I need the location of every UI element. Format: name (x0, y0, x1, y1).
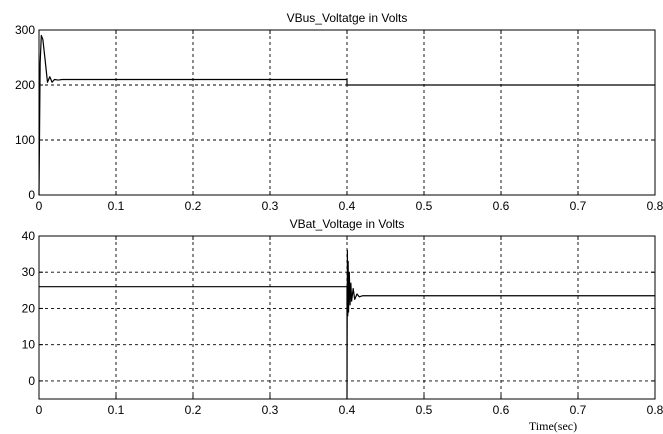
x-tick-label: 0.3 (262, 403, 279, 417)
x-tick-label: 0.4 (339, 199, 356, 213)
x-tick-label: 0.1 (108, 403, 125, 417)
y-tick-label: 100 (15, 133, 35, 147)
x-tick-label: 0.3 (262, 199, 279, 213)
chart-title: VBat_Voltage in Volts (290, 217, 405, 231)
x-tick-label: 0 (36, 199, 43, 213)
plot-area (38, 29, 656, 196)
x-tick-label: 0.2 (185, 199, 202, 213)
chart-title: VBus_Voltatge in Volts (287, 11, 408, 25)
x-tick-label: 0.8 (647, 199, 663, 213)
x-tick-label: 0.5 (416, 199, 433, 213)
y-tick-label: 40 (22, 229, 36, 243)
x-tick-label: 0.1 (108, 199, 125, 213)
x-axis-label: Time(sec) (529, 419, 577, 433)
x-tick-label: 0.8 (647, 403, 663, 417)
vbat-voltage-panel: 0 0.1 0.2 0.3 0.4 0.5 0.6 0.7 0.8 0 10 20 30 40 VBat_V… (22, 217, 663, 417)
y-tick-label: 200 (15, 78, 35, 92)
y-tick-label: 10 (22, 338, 36, 352)
y-tick-label: 300 (15, 23, 35, 37)
x-tick-label: 0.2 (185, 403, 202, 417)
y-tick-label: 0 (28, 188, 35, 202)
x-tick-label: 0.6 (493, 199, 510, 213)
x-tick-label: 0 (36, 403, 43, 417)
x-tick-label: 0.4 (339, 403, 356, 417)
y-tick-label: 20 (22, 301, 36, 315)
y-tick-label: 0 (28, 374, 35, 388)
vbus-voltage-panel: 0 0.1 0.2 0.3 0.4 0.5 0.6 0.7 0.8 0 100 200 300 VBus_… (15, 11, 663, 213)
series-line (38, 34, 655, 196)
x-tick-label: 0.7 (570, 403, 587, 417)
y-tick-label: 30 (22, 265, 36, 279)
x-tick-label: 0.5 (416, 403, 433, 417)
x-tick-label: 0.6 (493, 403, 510, 417)
series-line (39, 249, 655, 400)
x-tick-label: 0.7 (570, 199, 587, 213)
